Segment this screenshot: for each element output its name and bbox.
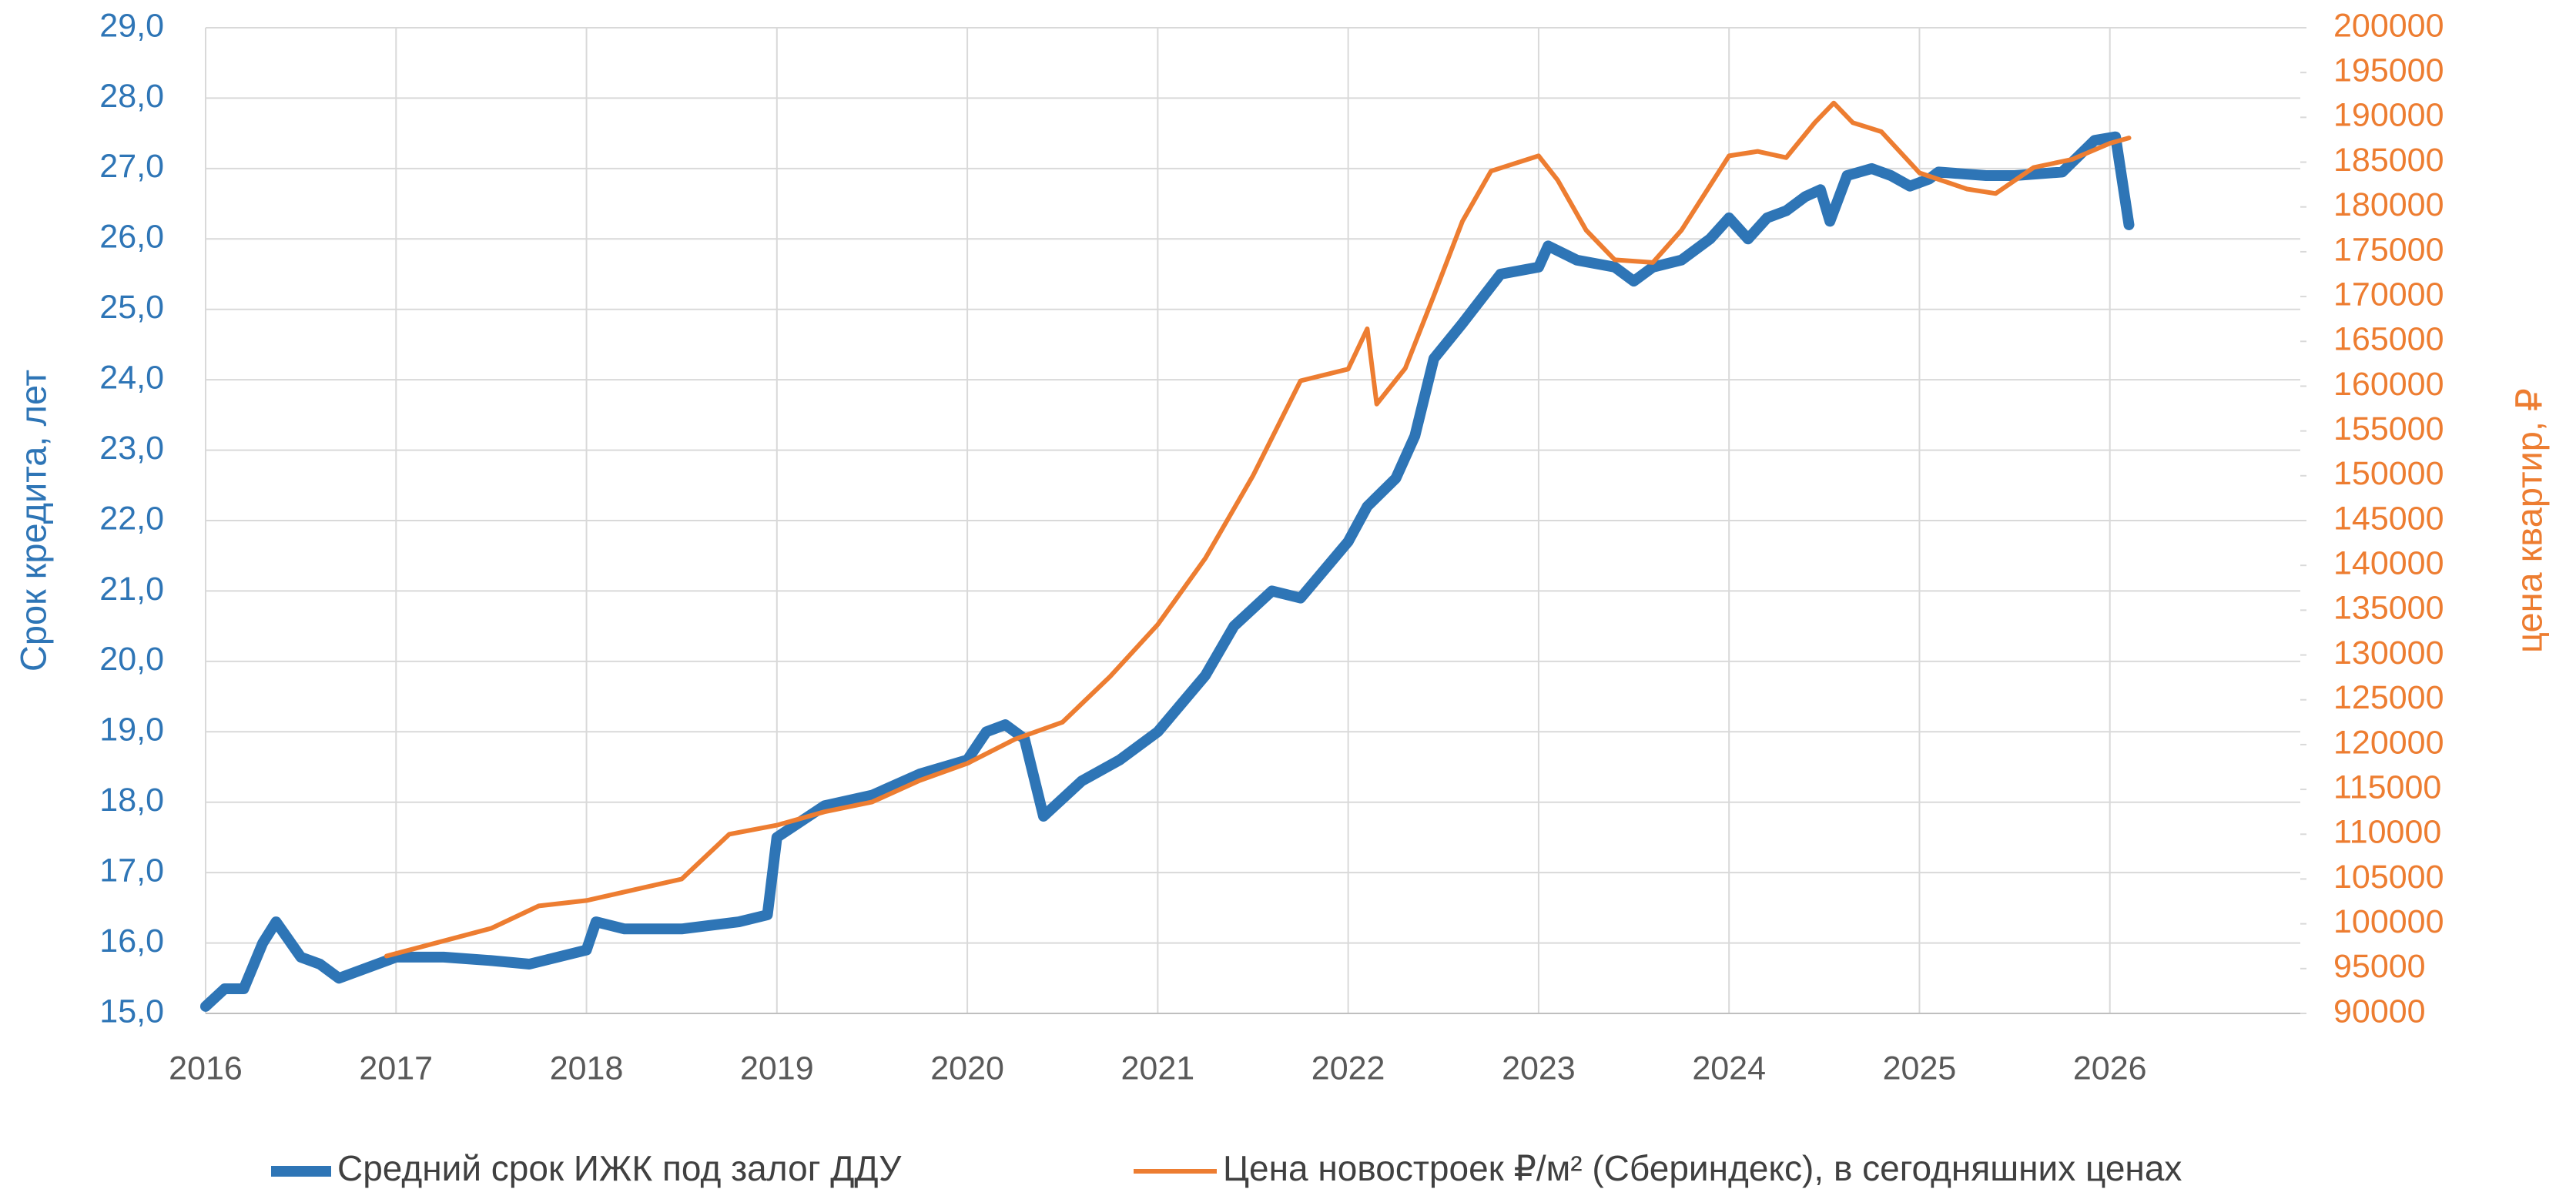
- y2-tick-label: 165000: [2333, 321, 2444, 358]
- x-tick-label: 2017: [359, 1050, 433, 1087]
- y-tick-label: 26,0: [99, 219, 164, 256]
- series-line: [200, 131, 2135, 1012]
- y2-axis-title: цена квартир, ₽: [2508, 388, 2549, 653]
- series-line: [384, 100, 2132, 959]
- y2-tick-label: 155000: [2333, 410, 2444, 447]
- y-tick-label: 20,0: [99, 641, 164, 678]
- y2-tick-label: 110000: [2333, 814, 2441, 851]
- y2-tick-label: 115000: [2333, 769, 2441, 805]
- y-tick-label: 22,0: [99, 500, 164, 537]
- y2-tick-label: 95000: [2333, 948, 2426, 985]
- x-tick-label: 2022: [1311, 1050, 1385, 1087]
- x-tick-label: 2025: [1883, 1050, 1957, 1087]
- y-tick-label: 16,0: [99, 923, 164, 960]
- y2-tick-label: 190000: [2333, 97, 2444, 134]
- y-tick-label: 23,0: [99, 430, 164, 467]
- y2-tick-label: 180000: [2333, 186, 2444, 223]
- y2-tick-label: 120000: [2333, 724, 2444, 761]
- y2-tick-label: 90000: [2333, 993, 2426, 1030]
- legend-label: Средний срок ИЖК под залог ДДУ: [337, 1148, 902, 1188]
- y-tick-label: 25,0: [99, 289, 164, 326]
- x-tick-label: 2024: [1692, 1050, 1766, 1087]
- y-tick-label: 24,0: [99, 360, 164, 397]
- legend-label: Цена новостроек ₽/м² (Сбериндекс), в сег…: [1223, 1148, 2182, 1188]
- y2-tick-label: 160000: [2333, 366, 2444, 403]
- y-tick-label: 27,0: [99, 148, 164, 185]
- x-tick-label: 2018: [550, 1050, 624, 1087]
- y-tick-label: 17,0: [99, 852, 164, 889]
- y2-tick-label: 105000: [2333, 859, 2444, 896]
- y-tick-label: 28,0: [99, 78, 164, 115]
- y2-tick-label: 125000: [2333, 679, 2444, 716]
- y2-tick-label: 175000: [2333, 231, 2444, 268]
- y-tick-label: 19,0: [99, 712, 164, 749]
- y2-tick-label: 140000: [2333, 545, 2444, 582]
- y2-tick-label: 200000: [2333, 7, 2444, 44]
- y2-tick-label: 135000: [2333, 590, 2444, 627]
- y-tick-label: 29,0: [99, 7, 164, 44]
- y-axis-title: Срок кредита, лет: [12, 370, 53, 672]
- y2-tick-label: 145000: [2333, 500, 2444, 537]
- y2-tick-label: 195000: [2333, 52, 2444, 89]
- x-tick-label: 2023: [1502, 1050, 1576, 1087]
- x-tick-label: 2020: [930, 1050, 1004, 1087]
- x-tick-label: 2016: [169, 1050, 243, 1087]
- y-tick-label: 21,0: [99, 571, 164, 608]
- y2-tick-label: 100000: [2333, 903, 2444, 940]
- y2-tick-label: 130000: [2333, 635, 2444, 672]
- y-tick-label: 18,0: [99, 782, 164, 819]
- x-tick-label: 2019: [740, 1050, 814, 1087]
- y2-tick-label: 170000: [2333, 276, 2444, 313]
- x-tick-label: 2021: [1121, 1050, 1195, 1087]
- y2-tick-label: 150000: [2333, 455, 2444, 492]
- y2-tick-label: 185000: [2333, 142, 2444, 179]
- x-tick-label: 2026: [2073, 1050, 2147, 1087]
- y-tick-label: 15,0: [99, 993, 164, 1030]
